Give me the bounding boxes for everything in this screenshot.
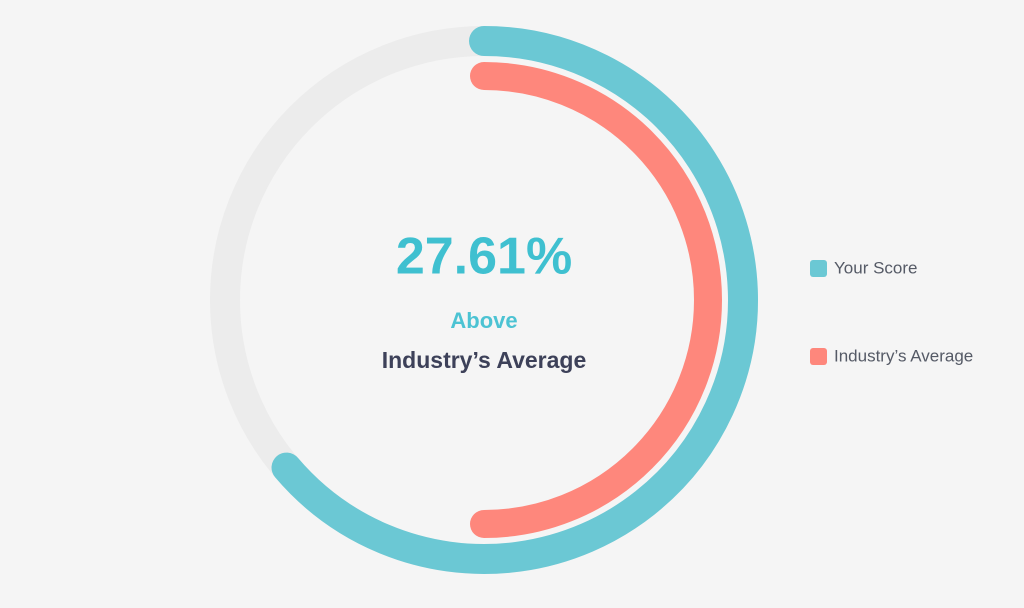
center-label: Above: [450, 308, 517, 333]
radial-bar: [271, 26, 758, 574]
rings: [210, 26, 758, 574]
legend-swatch: [810, 348, 827, 365]
radial-bar: [470, 62, 722, 538]
legend: Your Score Industry’s Average: [810, 258, 973, 365]
legend-label: Industry’s Average: [834, 346, 973, 365]
center-value: 27.61%: [396, 228, 572, 286]
legend-swatch: [810, 260, 827, 277]
legend-label: Your Score: [834, 258, 917, 277]
center-sublabel: Industry’s Average: [382, 347, 587, 373]
